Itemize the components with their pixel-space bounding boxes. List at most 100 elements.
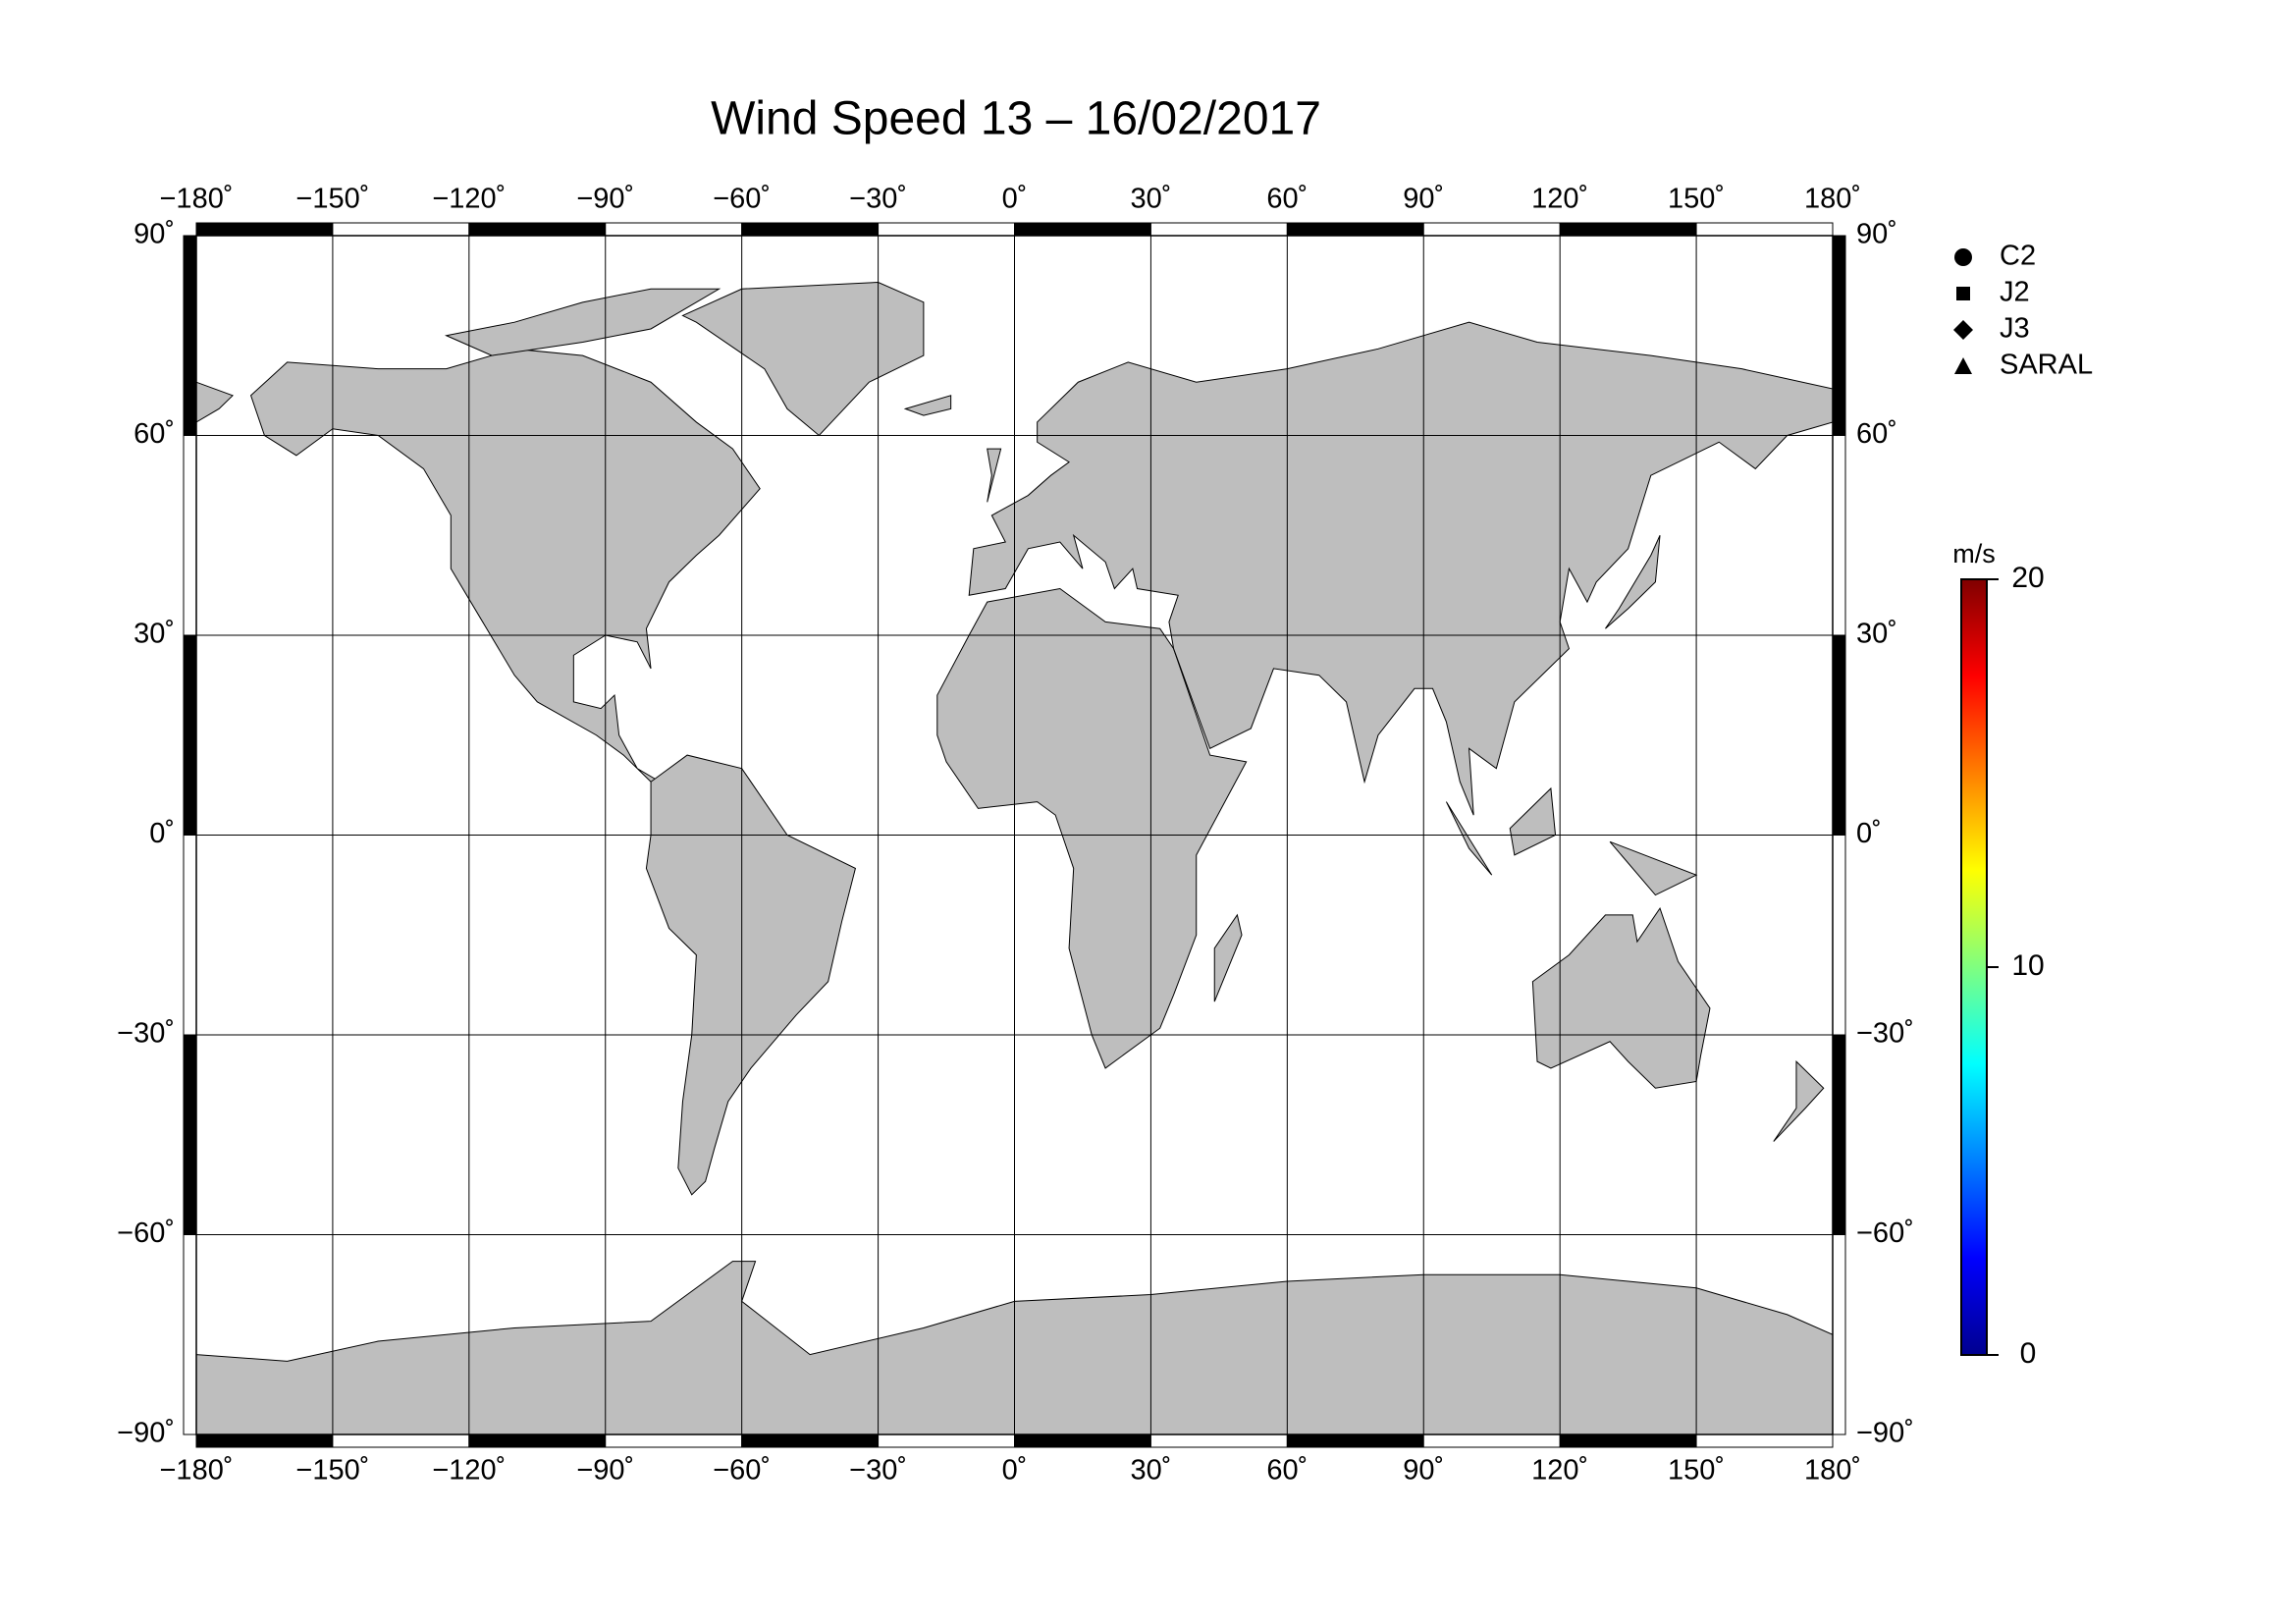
frame-band (878, 1434, 1015, 1448)
frame-band (1832, 235, 1846, 436)
y-tick-label: 60˚ (133, 418, 175, 450)
x-tick-label: −120˚ (432, 184, 506, 215)
y-tick-label: 0˚ (149, 818, 175, 849)
frame-band (1149, 222, 1288, 237)
x-tick-label: −30˚ (849, 1455, 907, 1487)
y-tick-label: 0˚ (1856, 818, 1882, 849)
x-tick-label: −30˚ (849, 184, 907, 215)
frame-band (332, 222, 470, 237)
landmass (1773, 1059, 1825, 1142)
x-tick-label: −60˚ (713, 1455, 771, 1487)
frame-band (1832, 435, 1846, 636)
x-tick-label: 150˚ (1668, 184, 1725, 215)
landmass (1531, 907, 1711, 1089)
frame-band (183, 634, 197, 836)
y-tick-label: 30˚ (1856, 619, 1897, 650)
x-tick-label: 120˚ (1531, 184, 1588, 215)
frame-band (1014, 222, 1151, 237)
frame-band (1832, 634, 1846, 836)
y-tick-label: −90˚ (1856, 1418, 1914, 1449)
frame-band (741, 1434, 880, 1448)
landmass (903, 395, 952, 416)
landmass (196, 381, 234, 423)
frame-band (1422, 222, 1561, 237)
chart-title: Wind Speed 13 – 16/02/2017 (711, 93, 1321, 145)
y-tick-label: −60˚ (117, 1217, 175, 1249)
y-tick-label: 90˚ (1856, 219, 1897, 250)
frame-band (1014, 1434, 1151, 1448)
y-tick-label: −90˚ (117, 1418, 175, 1449)
landmass (987, 448, 1002, 503)
x-tick-label: 90˚ (1403, 184, 1444, 215)
x-tick-label: −90˚ (576, 1455, 634, 1487)
landmass (249, 348, 761, 783)
y-tick-label: −30˚ (117, 1018, 175, 1050)
x-tick-label: −180˚ (160, 184, 234, 215)
legend-marker (1956, 287, 1970, 300)
colorbar (1960, 578, 1988, 1356)
x-tick-label: 120˚ (1531, 1455, 1588, 1487)
landmass (1605, 535, 1661, 629)
landmass (1213, 913, 1243, 1002)
colorbar-tick-label: 20 (2011, 562, 2044, 594)
legend-label: J3 (2000, 313, 2030, 345)
x-tick-label: 60˚ (1266, 184, 1308, 215)
frame-band (1149, 1434, 1288, 1448)
legend-label: C2 (2000, 241, 2036, 272)
colorbar-label: m/s (1952, 539, 1996, 568)
frame-band (183, 435, 197, 636)
frame-band (1422, 1434, 1561, 1448)
x-tick-label: 90˚ (1403, 1455, 1444, 1487)
x-tick-label: 0˚ (1002, 1455, 1028, 1487)
x-tick-label: 0˚ (1002, 184, 1028, 215)
frame-band (1286, 1434, 1424, 1448)
x-tick-label: −180˚ (160, 1455, 234, 1487)
landmass (445, 288, 721, 356)
legend-marker (1954, 248, 1972, 266)
frame-band (741, 222, 880, 237)
frame-band (468, 222, 607, 237)
frame-band (1559, 222, 1697, 237)
x-tick-label: 150˚ (1668, 1455, 1725, 1487)
frame-band (183, 1034, 197, 1235)
frame-band (195, 1434, 334, 1448)
frame-band (1832, 1034, 1846, 1235)
frame-band (1559, 1434, 1697, 1448)
frame-band (468, 1434, 607, 1448)
legend-marker (1954, 357, 1972, 374)
landmass (1445, 801, 1493, 876)
frame-band (1832, 835, 1846, 1036)
x-tick-label: 60˚ (1266, 1455, 1308, 1487)
frame-band (605, 1434, 743, 1448)
x-tick-label: −120˚ (432, 1455, 506, 1487)
x-tick-label: −150˚ (295, 184, 369, 215)
x-tick-label: −90˚ (576, 184, 634, 215)
frame-band (605, 222, 743, 237)
landmass (645, 754, 857, 1196)
x-tick-label: −150˚ (295, 1455, 369, 1487)
x-tick-label: −60˚ (713, 184, 771, 215)
colorbar-tick-label: 0 (2020, 1337, 2037, 1370)
legend-marker (1953, 320, 1973, 340)
x-tick-label: 180˚ (1804, 184, 1861, 215)
landmass (1609, 840, 1698, 896)
x-tick-label: 30˚ (1130, 184, 1171, 215)
frame-band (1695, 222, 1834, 237)
map-border (195, 235, 1834, 1435)
frame-band (332, 1434, 470, 1448)
y-tick-label: −60˚ (1856, 1217, 1914, 1249)
y-tick-label: 90˚ (133, 219, 175, 250)
y-tick-label: 60˚ (1856, 418, 1897, 450)
y-tick-label: −30˚ (1856, 1018, 1914, 1050)
frame-band (195, 222, 334, 237)
frame-band (183, 1234, 197, 1435)
frame-band (1832, 1234, 1846, 1435)
legend-label: SARAL (2000, 350, 2093, 381)
frame-band (183, 235, 197, 436)
frame-band (1695, 1434, 1834, 1448)
x-tick-label: 30˚ (1130, 1455, 1171, 1487)
frame-band (1286, 222, 1424, 237)
x-tick-label: 180˚ (1804, 1455, 1861, 1487)
